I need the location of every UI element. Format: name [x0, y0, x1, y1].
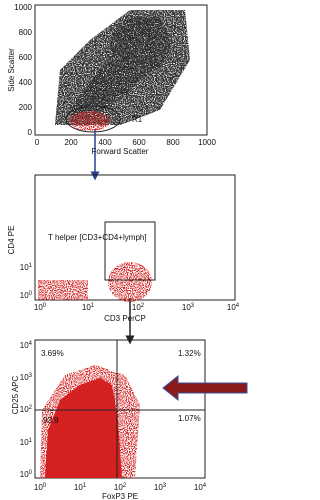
tick-base: 10 [20, 405, 29, 414]
quadrant-value: 1.07% [178, 414, 201, 423]
y-tick-label: 100 [20, 470, 33, 480]
tick-base: 10 [20, 373, 29, 382]
tick-exponent: 1 [29, 438, 33, 444]
y-tick-label: 101 [20, 263, 33, 273]
y-tick-label: 102 [20, 405, 33, 415]
tick-base: 10 [20, 341, 29, 350]
x-tick-label: 800 [166, 138, 180, 147]
quadrant-value: 93.9 [43, 416, 59, 425]
y-tick-label: 101 [20, 438, 33, 448]
y-axis-label: CD25 APC [11, 375, 20, 414]
cell-cloud-sparse [55, 10, 190, 125]
tick-base: 10 [20, 470, 29, 479]
tick-exponent: 2 [141, 303, 145, 309]
tick-exponent: 4 [236, 303, 240, 309]
tick-base: 10 [74, 483, 83, 492]
tick-base: 10 [34, 483, 43, 492]
tick-base: 10 [20, 263, 29, 272]
y-axis-label: CD4 PE [7, 226, 16, 255]
y-tick-label: 103 [20, 373, 33, 383]
tick-base: 10 [227, 303, 236, 312]
y-tick-label: 800 [19, 28, 33, 37]
tick-base: 10 [20, 291, 29, 300]
tick-base: 10 [82, 303, 91, 312]
gate-r1 [65, 105, 121, 133]
tick-exponent: 3 [191, 303, 195, 309]
tick-exponent: 0 [43, 483, 47, 489]
x-tick-label: 103 [182, 303, 195, 313]
y-tick-label: 0 [28, 128, 33, 137]
tick-exponent: 0 [43, 303, 47, 309]
y-tick-label: 1000 [14, 3, 32, 12]
tick-base: 10 [20, 438, 29, 447]
quadrant-value: 3.69% [41, 349, 64, 358]
y-tick-label: 600 [19, 53, 33, 62]
tick-base: 10 [154, 483, 163, 492]
panel-cd4: T helper [CD3+CD4+lymph] [34, 174, 236, 302]
gate-label: R1 [132, 115, 143, 124]
tick-exponent: 1 [83, 483, 87, 489]
quadrant-value: 1.32% [178, 349, 201, 358]
tick-base: 10 [114, 483, 123, 492]
x-axis-label: Forward Scatter [92, 147, 149, 156]
gated-cells [70, 111, 110, 131]
tick-exponent: 4 [29, 341, 33, 347]
highlight-arrow [162, 374, 248, 402]
x-tick-label: 102 [132, 303, 145, 313]
gate-box [104, 221, 156, 281]
y-tick-label: 400 [19, 78, 33, 87]
tick-base: 10 [182, 303, 191, 312]
x-tick-label: 101 [82, 303, 95, 313]
y-axis-label: Side Scatter [7, 48, 16, 92]
x-tick-label: 102 [114, 483, 127, 493]
tick-base: 10 [194, 483, 203, 492]
figure: R1 T helper [CD3+CD4+lymph] 3.69% 1.32% … [7, 3, 248, 500]
panel-cd25: 3.69% 1.32% 93.9 1.07% [34, 339, 248, 479]
tick-exponent: 1 [91, 303, 95, 309]
panel-scatter: R1 [34, 4, 208, 136]
x-tick-label: 200 [64, 138, 78, 147]
cell-cloud [38, 280, 88, 300]
x-tick-label: 600 [132, 138, 146, 147]
tick-base: 10 [34, 303, 43, 312]
tick-exponent: 1 [29, 263, 33, 269]
x-axis-label: FoxP3 PE [102, 492, 138, 500]
x-tick-label: 400 [98, 138, 112, 147]
tick-exponent: 3 [29, 373, 33, 379]
plot-frame [34, 4, 208, 136]
x-tick-label: 104 [194, 483, 207, 493]
x-tick-label: 104 [227, 303, 240, 313]
tick-exponent: 2 [29, 405, 33, 411]
tick-exponent: 0 [29, 470, 33, 476]
gate-label: T helper [CD3+CD4+lymph] [48, 233, 147, 242]
tick-exponent: 4 [203, 483, 207, 489]
y-tick-label: 100 [20, 291, 33, 301]
y-tick-label: 200 [19, 103, 33, 112]
y-tick-label: 104 [20, 341, 33, 351]
x-axis-label: CD3 PerCP [104, 314, 146, 323]
cell-cloud-edge [40, 365, 140, 478]
x-tick-label: 101 [74, 483, 87, 493]
x-tick-label: 103 [154, 483, 167, 493]
tick-exponent: 0 [29, 291, 33, 297]
x-tick-label: 100 [34, 483, 47, 493]
x-tick-label: 0 [35, 138, 40, 147]
cell-cloud [108, 262, 152, 302]
tick-base: 10 [132, 303, 141, 312]
x-tick-label: 100 [34, 303, 47, 313]
tick-exponent: 3 [163, 483, 167, 489]
x-tick-label: 1000 [198, 138, 216, 147]
tick-exponent: 2 [123, 483, 127, 489]
